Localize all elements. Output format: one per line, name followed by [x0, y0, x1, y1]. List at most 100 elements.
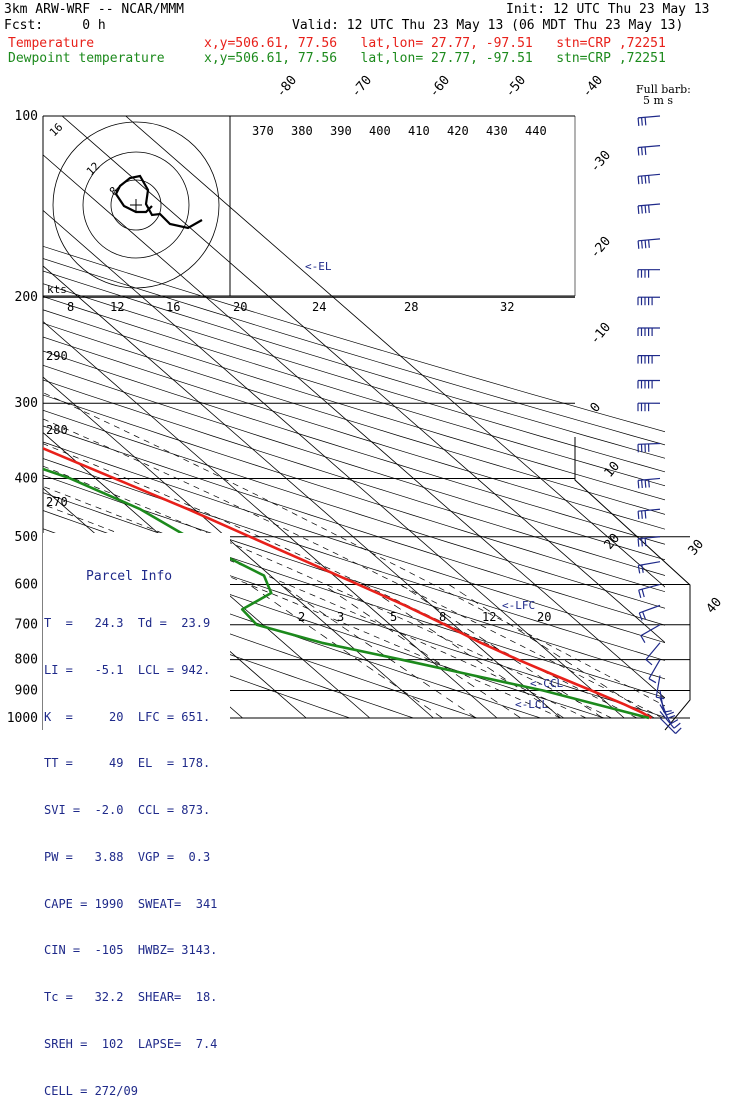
wind-barb-flag — [645, 117, 646, 125]
temperature-axis-label: -10 — [588, 320, 615, 348]
wind-barb-flag — [642, 147, 643, 155]
hodograph-ring-label: 12 — [84, 160, 103, 179]
pressure-tick-label: 300 — [15, 396, 38, 411]
wind-barb-flag — [642, 206, 643, 214]
parcel-info-row: SREH = 102 LAPSE= 7.4 — [44, 1037, 228, 1053]
pressure-tick-label: 1000 — [7, 711, 38, 726]
pressure-tick-label: 100 — [15, 109, 38, 124]
wind-barb-flag — [639, 590, 641, 598]
speed-label: 28 — [404, 300, 418, 314]
temperature-axis-label: -40 — [580, 73, 607, 101]
wind-barb-flag — [649, 479, 650, 487]
level-annotation: <-LCL — [515, 698, 548, 711]
wind-barb-flag — [642, 118, 643, 126]
theta-label: 380 — [291, 124, 313, 138]
speed-label: 24 — [312, 300, 326, 314]
parcel-info-row: LI = -5.1 LCL = 942. — [44, 663, 228, 679]
wind-barb-flag — [649, 679, 656, 683]
level-annotation: <-EL — [305, 260, 332, 273]
wind-barb-flag — [642, 176, 643, 184]
temperature-axis-label: -30 — [588, 148, 615, 176]
wind-barb-flag — [638, 480, 639, 488]
wind-barb — [638, 562, 660, 566]
pressure-tick-label: 700 — [15, 618, 38, 633]
theta-label-left: 270 — [46, 495, 68, 509]
speed-label: 12 — [110, 300, 124, 314]
wind-barb-flag — [638, 176, 639, 184]
speed-label: 32 — [500, 300, 514, 314]
pressure-tick-label: 200 — [15, 290, 38, 305]
speed-label: 20 — [233, 300, 247, 314]
temperature-axis-label: 0 — [588, 400, 605, 416]
pressure-tick-label: 400 — [15, 471, 38, 486]
mixing-ratio-label: 2 — [298, 610, 305, 624]
parcel-info-title: Parcel Info — [44, 569, 228, 585]
parcel-info-row: Tc = 32.2 SHEAR= 18. — [44, 990, 228, 1006]
wind-barb-flag — [642, 538, 643, 546]
temperature-axis-label: 30 — [686, 537, 708, 559]
temperature-axis-label: -80 — [274, 73, 301, 101]
theta-label: 410 — [408, 124, 430, 138]
speed-unit-label: kts — [47, 283, 67, 296]
wind-barb-flag — [676, 728, 682, 734]
pressure-tick-label: 600 — [15, 577, 38, 592]
theta-label: 430 — [486, 124, 508, 138]
wind-barb-flag — [645, 480, 646, 488]
wind-barb — [641, 625, 660, 636]
pressure-tick-label: 500 — [15, 530, 38, 545]
wind-barb-flag — [666, 712, 674, 715]
wind-barb-flag — [642, 241, 643, 249]
wind-barb-flag — [638, 511, 639, 519]
wind-barb-flag — [642, 565, 643, 573]
parcel-info-row: PW = 3.88 VGP = 0.3 — [44, 850, 228, 866]
parcel-info-row: K = 20 LFC = 651. — [44, 710, 228, 726]
plot-right-border — [575, 437, 690, 730]
parcel-info-row: TT = 49 EL = 178. — [44, 756, 228, 772]
theta-label-left: 280 — [46, 423, 68, 437]
wind-barb-flag — [638, 539, 639, 547]
wind-barb-flag — [645, 205, 646, 213]
temperature-axis-label: -20 — [588, 234, 615, 262]
wind-barb-flag — [638, 148, 639, 156]
wind-barb-flag — [645, 538, 646, 546]
barb-key-unit: 5 m s — [643, 94, 673, 107]
pressure-tick-label: 800 — [15, 653, 38, 668]
wind-barb-flag — [638, 566, 639, 574]
wind-barb-flag — [649, 240, 650, 248]
wind-barb-flag — [649, 175, 650, 183]
wind-barb — [639, 605, 660, 613]
mixing-ratio-line — [323, 584, 521, 718]
parcel-info-row: CIN = -105 HWBZ= 3143. — [44, 943, 228, 959]
wind-barb-flag — [642, 589, 644, 597]
wind-barb-flag — [645, 147, 646, 155]
wind-barb-flag — [645, 511, 646, 519]
wind-barb — [638, 116, 660, 118]
level-annotation: <-CCL — [530, 677, 563, 690]
temperature-axis-label: -60 — [427, 73, 454, 101]
wind-barb-flag — [649, 205, 650, 213]
temperature-axis-label: -50 — [503, 73, 530, 101]
temperature-axis-label: 10 — [602, 459, 624, 481]
wind-barb-flag — [642, 480, 643, 488]
wind-barb-flag — [645, 176, 646, 184]
wind-barb-flag — [645, 240, 646, 248]
parcel-info: Parcel Info T = 24.3 Td = 23.9 LI = -5.1… — [44, 538, 228, 728]
theta-label: 400 — [369, 124, 391, 138]
wind-barb — [656, 676, 660, 698]
level-annotation: <-LFC — [502, 599, 535, 612]
mixing-ratio-label: 3 — [337, 610, 344, 624]
wind-barb-flag — [642, 511, 643, 519]
mixing-ratio-line — [281, 584, 476, 718]
wind-barb-flag — [674, 723, 680, 728]
wind-barb-flag — [639, 613, 642, 621]
mixing-ratio-label: 12 — [482, 610, 496, 624]
parcel-info-row: SVI = -2.0 CCL = 873. — [44, 803, 228, 819]
mixing-ratio-label: 20 — [537, 610, 551, 624]
theta-label: 390 — [330, 124, 352, 138]
parcel-info-row: CAPE = 1990 SWEAT= 341 — [44, 897, 228, 913]
wind-barb-flag — [646, 660, 652, 665]
speed-label: 8 — [67, 300, 74, 314]
parcel-info-row: T = 24.3 Td = 23.9 — [44, 616, 228, 632]
wind-barb-flag — [643, 612, 646, 620]
wind-barb-flag — [638, 118, 639, 126]
